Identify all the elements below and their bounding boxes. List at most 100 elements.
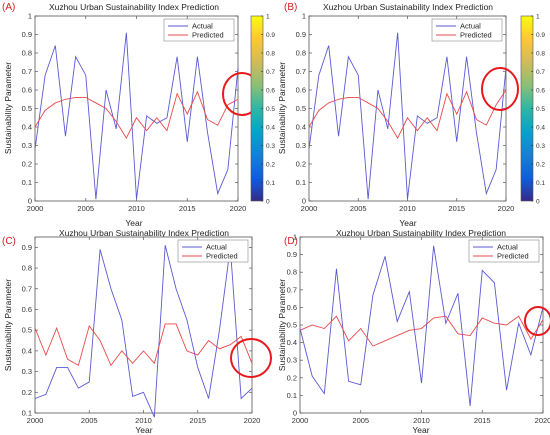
x-tick-label: 2005: [350, 204, 367, 213]
colorbar-tick-label: 0.2: [266, 162, 275, 169]
colorbar-tick-label: 0.9: [536, 32, 545, 39]
chart-title: Xuzhou Urban Sustainability Index Predic…: [59, 228, 229, 238]
series-line-actual: [34, 245, 253, 418]
x-tick-label: 2020: [244, 416, 261, 425]
x-tick-label: 2015: [448, 204, 465, 213]
y-tick-label: 0.5: [296, 104, 306, 113]
y-tick-label: 0.5: [22, 326, 32, 335]
x-tick-label: 2020: [535, 416, 550, 425]
y-tick-label: 0.6: [22, 86, 32, 95]
highlight-circle: [481, 67, 519, 111]
y-tick-label: 0.7: [287, 285, 297, 294]
legend-label: Predicted: [497, 252, 529, 261]
colorbar-tick-label: 0.7: [266, 69, 275, 76]
colorbar-tick-label: 0.4: [266, 125, 275, 132]
y-tick-label: 0.9: [22, 30, 32, 39]
y-tick-label: 0.6: [287, 303, 297, 312]
series-line-actual: [34, 32, 239, 200]
y-tick-label: 0.8: [287, 268, 297, 277]
legend-label: Predicted: [206, 252, 238, 261]
y-tick-label: 0.6: [296, 86, 306, 95]
y-tick-label: 1: [28, 12, 32, 21]
x-tick-label: 2010: [413, 416, 430, 425]
colorbar-tick-label: 0.3: [536, 143, 545, 150]
y-tick-label: 0.2: [296, 160, 306, 169]
y-tick-label: 0.8: [22, 264, 32, 273]
colorbar-tick-label: 0.5: [536, 106, 545, 113]
y-tick-label: 0.4: [287, 338, 297, 347]
y-tick-label: 0.7: [296, 67, 306, 76]
colorbar-tick-label: 0.3: [266, 143, 275, 150]
series-line-predicted: [308, 89, 507, 140]
colorbar-tick-label: 0.8: [536, 51, 545, 58]
chart-panel-3: (C) Xuzhou Urban Sustainability Index Pre…: [2, 228, 272, 435]
series-line-predicted: [34, 323, 253, 367]
panel-label: (A): [2, 2, 15, 13]
y-tick-label: 0.2: [287, 373, 297, 382]
y-axis-label: Sustainability Parameter: [3, 62, 13, 154]
y-tick-label: 0.5: [22, 104, 32, 113]
plot-frame: [308, 15, 507, 202]
x-tick-label: 2015: [179, 204, 196, 213]
y-tick-label: 0: [293, 409, 297, 418]
legend-label: Actual: [192, 22, 213, 31]
plot-frame: [34, 236, 253, 414]
x-axis-label: Year: [125, 218, 142, 228]
colorbar-tick-label: 0.6: [536, 88, 545, 95]
series-line-predicted: [299, 315, 544, 347]
y-tick-label: 1: [293, 233, 297, 242]
colorbar-tick-label: 0.7: [536, 69, 545, 76]
y-tick-label: 0.9: [287, 250, 297, 259]
colorbar-tick-label: 0.4: [536, 125, 545, 132]
colorbar-tick-label: 0.1: [536, 180, 545, 187]
x-tick-label: 2015: [189, 416, 206, 425]
y-tick-label: 1: [302, 12, 306, 21]
x-tick-label: 2005: [77, 204, 94, 213]
legend-label: Actual: [460, 22, 481, 31]
chart-title: Xuzhou Urban Sustainability Index Predic…: [336, 228, 506, 238]
legend-label: Predicted: [192, 31, 224, 40]
plot-frame: [34, 15, 239, 202]
y-tick-label: 0.4: [296, 123, 306, 132]
x-tick-label: 2010: [128, 204, 145, 213]
legend-label: Actual: [206, 243, 227, 252]
y-tick-label: 0.9: [22, 243, 32, 252]
y-tick-label: 0.3: [296, 141, 306, 150]
y-axis-label: Sustainability Parameter: [277, 62, 287, 154]
x-axis-label: Year: [412, 425, 429, 435]
x-tick-label: 2000: [292, 416, 309, 425]
x-tick-label: 2010: [399, 204, 416, 213]
x-axis-label: Year: [135, 425, 152, 435]
series-line-predicted: [34, 90, 239, 140]
y-tick-label: 0.2: [22, 388, 32, 397]
x-tick-label: 2005: [352, 416, 369, 425]
y-tick-label: 0.1: [22, 178, 32, 187]
series-line-actual: [308, 32, 507, 200]
colorbar-tick-label: 0: [266, 199, 270, 206]
colorbar-tick-label: 0.2: [536, 162, 545, 169]
x-tick-label: 2015: [474, 416, 491, 425]
highlight-circle: [230, 338, 272, 378]
colorbar-tick-label: 0.6: [266, 88, 275, 95]
y-tick-label: 0.3: [287, 356, 297, 365]
series-line-actual: [299, 245, 544, 407]
y-tick-label: 0.3: [22, 141, 32, 150]
colorbar-tick-label: 0.9: [266, 32, 275, 39]
chart-title: Xuzhou Urban Sustainability Index Predic…: [49, 2, 219, 12]
y-tick-label: 0.4: [22, 123, 32, 132]
y-tick-label: 0: [28, 197, 32, 206]
chart-panel-4: (D) Xuzhou Urban Sustainability Index Pre…: [277, 228, 550, 435]
y-tick-label: 0.9: [296, 30, 306, 39]
x-tick-label: 2005: [81, 416, 98, 425]
chart-panel-2: (B) Xuzhou Urban Sustainability Index Pre…: [277, 2, 545, 228]
colorbar-tick-label: 0.1: [266, 180, 275, 187]
panel-label: (D): [284, 236, 298, 247]
y-tick-label: 0.8: [22, 49, 32, 58]
y-tick-label: 0.1: [287, 391, 297, 400]
y-axis-label: Sustainability Parameter: [277, 279, 287, 371]
